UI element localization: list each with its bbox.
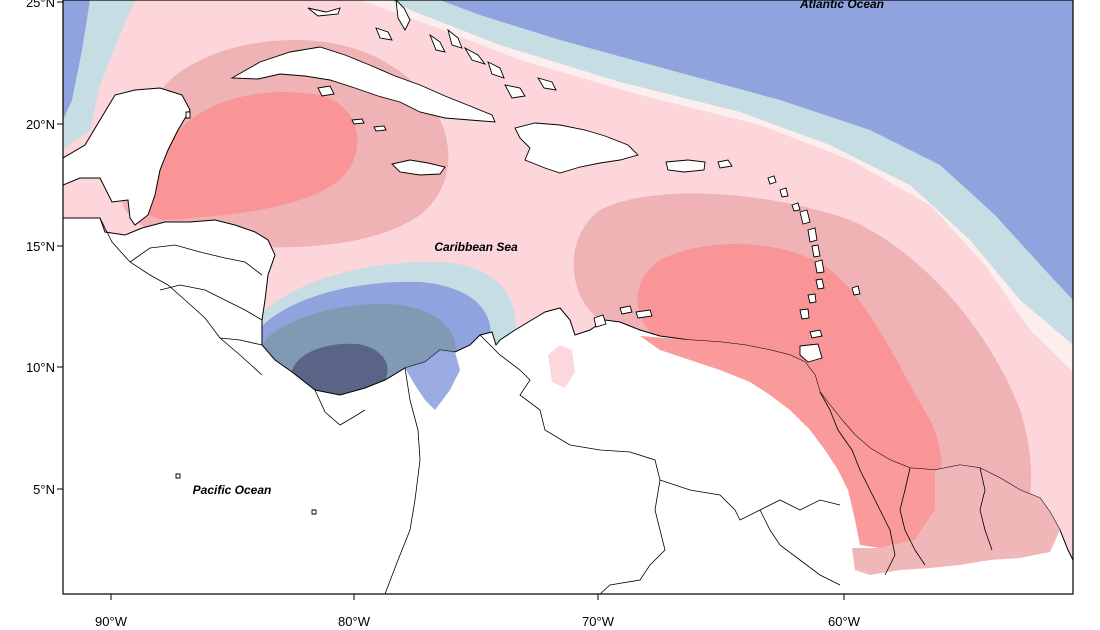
contour-light-pink-mainland-edge bbox=[548, 345, 575, 388]
country-borders bbox=[99, 217, 993, 594]
caribbean-islands bbox=[175, 0, 861, 515]
cuba-island bbox=[230, 46, 496, 123]
contour-salmon-northwest bbox=[136, 92, 358, 220]
y-tick-label: 15°N bbox=[26, 239, 55, 254]
y-tick-label: 5°N bbox=[33, 482, 55, 497]
x-tick-label: 90°W bbox=[95, 614, 128, 629]
label-pacific-ocean: Pacific Ocean bbox=[193, 483, 272, 497]
puerto-rico-island bbox=[665, 159, 706, 173]
x-tick-label: 60°W bbox=[828, 614, 861, 629]
y-tick-label: 25°N bbox=[26, 0, 55, 10]
plot-border bbox=[62, 0, 1074, 595]
y-tick-label: 10°N bbox=[26, 360, 55, 375]
label-atlantic-ocean: Atlantic Ocean bbox=[799, 0, 884, 11]
contour-blue-panama-coast bbox=[405, 350, 460, 410]
y-axis: 25°N 20°N 15°N 10°N 5°N bbox=[26, 0, 63, 497]
contour-salmon-guianas bbox=[640, 336, 935, 548]
contour-blue-atlantic bbox=[440, 0, 1073, 300]
contour-blue-gulf-inner bbox=[63, 0, 90, 120]
x-tick-label: 70°W bbox=[582, 614, 615, 629]
contour-deep-navy-southwest bbox=[291, 343, 388, 398]
jamaica-island bbox=[391, 159, 446, 176]
contour-dusty-rose-guianas bbox=[852, 465, 1060, 575]
plot-area bbox=[63, 0, 1073, 594]
x-axis: 90°W 80°W 70°W 60°W bbox=[95, 594, 861, 629]
y-tick-label: 20°N bbox=[26, 117, 55, 132]
label-caribbean-sea: Caribbean Sea bbox=[434, 240, 518, 254]
hispaniola-island bbox=[514, 122, 639, 174]
x-tick-label: 80°W bbox=[338, 614, 371, 629]
